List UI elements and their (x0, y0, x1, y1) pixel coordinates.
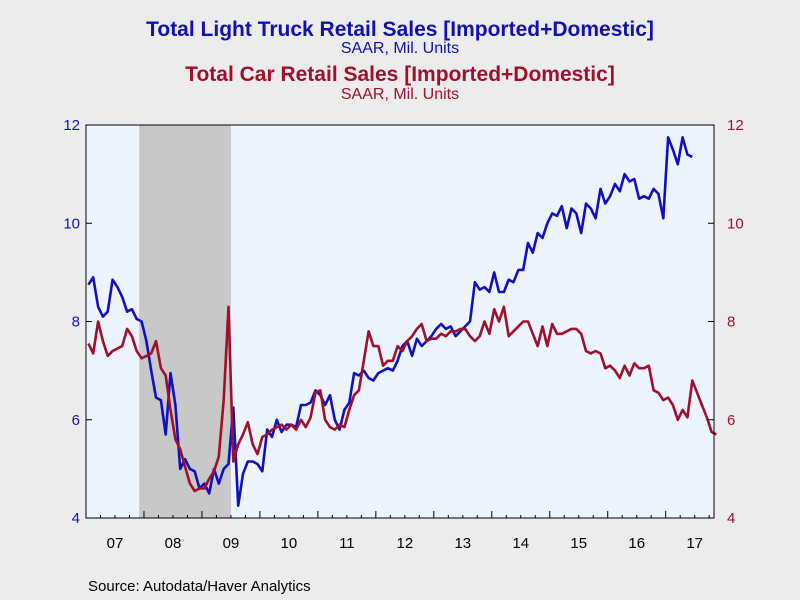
x-tick-label: 07 (107, 535, 124, 552)
x-tick-label: 16 (628, 535, 645, 552)
chart-title-series1: Total Light Truck Retail Sales [Imported… (146, 18, 654, 41)
x-tick-label: 14 (512, 535, 529, 552)
y-left-tick-label: 8 (72, 314, 80, 331)
y-left-tick-label: 12 (63, 117, 80, 134)
recession-shading (139, 125, 231, 518)
series-line-car (87, 305, 718, 493)
y-right-tick-label: 10 (727, 215, 744, 232)
x-tick-label: 15 (570, 535, 587, 552)
x-tick-label: 10 (281, 535, 298, 552)
y-left-tick-label: 4 (72, 510, 80, 527)
y-left-tick-label: 6 (72, 412, 80, 429)
y-right-tick-label: 8 (727, 314, 735, 331)
x-tick-label: 09 (223, 535, 240, 552)
series-line-light-truck (87, 136, 693, 508)
y-left-tick-label: 10 (63, 215, 80, 232)
chart-subtitle-series1: SAAR, Mil. Units (340, 40, 460, 57)
chart-title-series2: Total Car Retail Sales [Imported+Domesti… (185, 63, 615, 86)
x-tick-label: 13 (454, 535, 471, 552)
x-tick-label: 11 (339, 535, 355, 552)
y-right-tick-label: 6 (727, 412, 735, 429)
y-right-tick-label: 12 (727, 117, 744, 134)
x-tick-label: 12 (396, 535, 413, 552)
y-right-tick-label: 4 (727, 510, 735, 527)
x-tick-label: 17 (686, 535, 703, 552)
chart-subtitle-series2: SAAR, Mil. Units (340, 86, 460, 103)
source-note: Source: Autodata/Haver Analytics (88, 578, 311, 595)
x-tick-label: 08 (165, 535, 182, 552)
